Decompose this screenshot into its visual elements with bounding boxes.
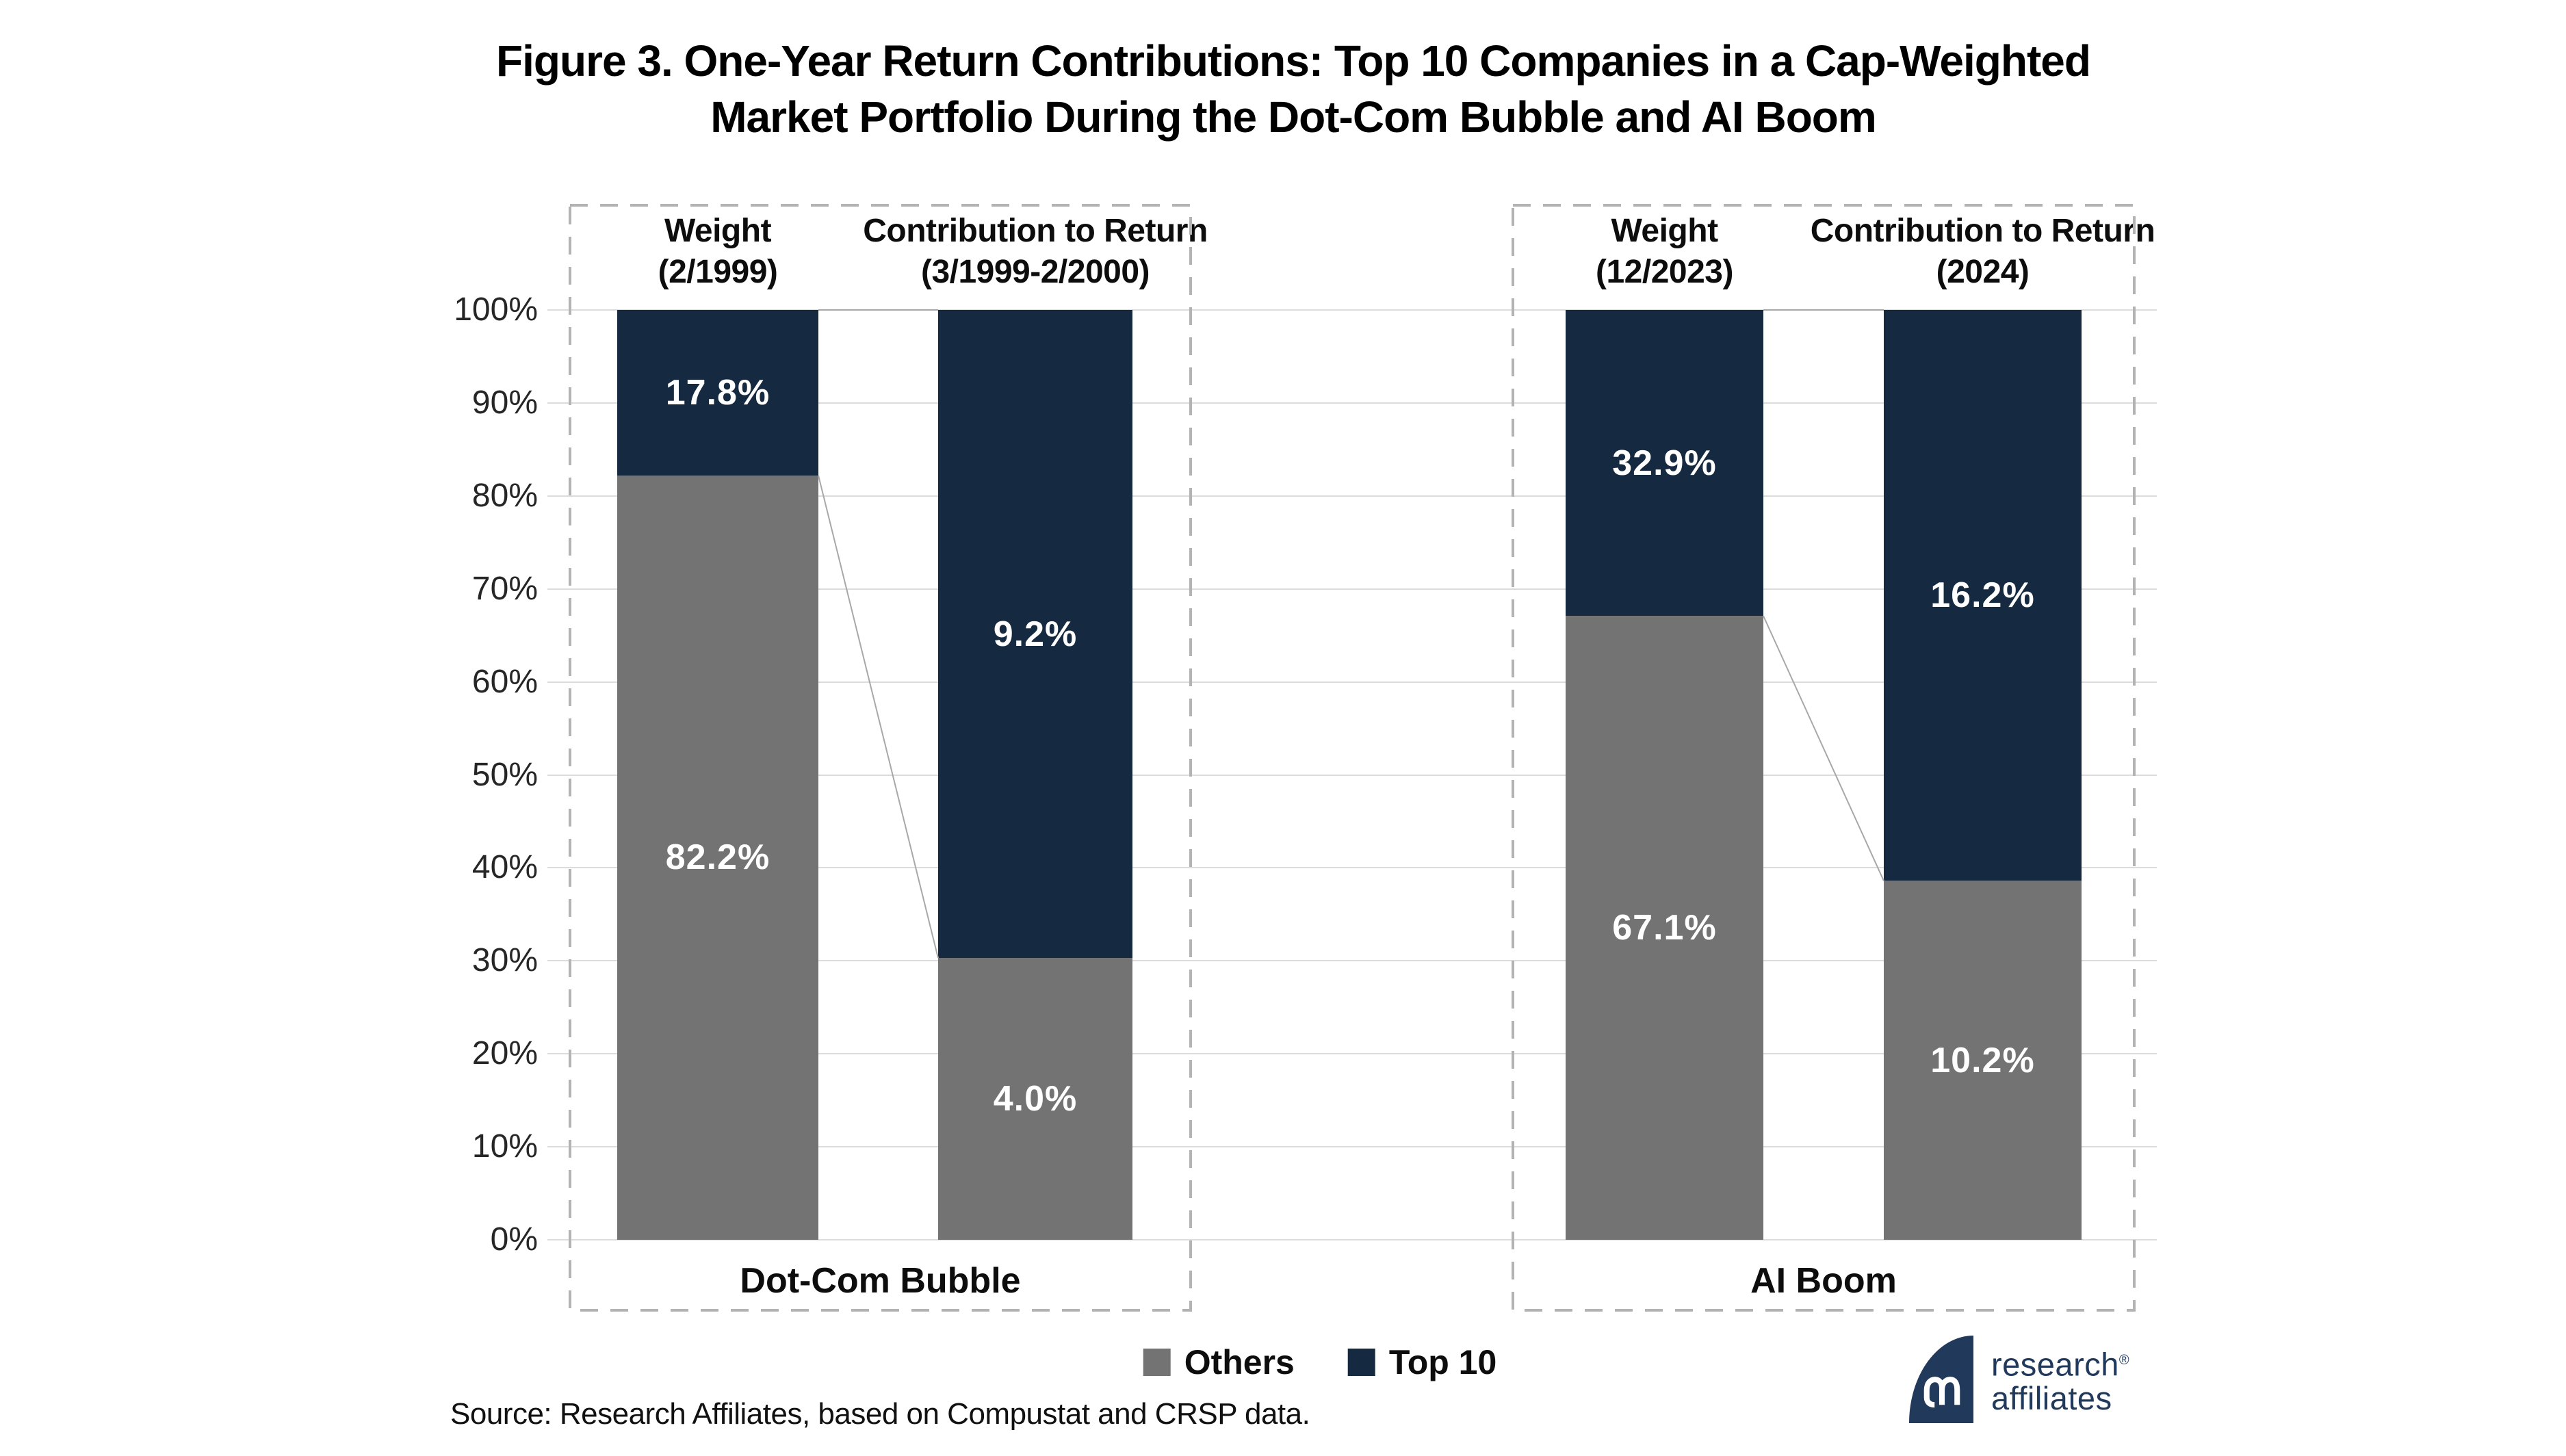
bar-header-period: (2024): [1936, 254, 2030, 290]
bar-value-label: 9.2%: [993, 614, 1078, 654]
bar-value-label: 82.2%: [665, 837, 770, 878]
bar-header-label: Contribution to Return: [863, 213, 1208, 249]
legend-label: Others: [1184, 1343, 1295, 1381]
bar-value-label: 4.0%: [993, 1079, 1078, 1119]
logo-word-research: research: [1991, 1346, 2119, 1383]
y-axis-tick-label: 70%: [471, 570, 538, 607]
bar-value-label: 17.8%: [665, 372, 770, 413]
bar-segment-top10: 9.2%: [938, 310, 1132, 959]
bar-segment-top10: 17.8%: [617, 310, 818, 476]
ra-monogram-icon: [1909, 1336, 1973, 1423]
bar-segment-others: 4.0%: [938, 958, 1132, 1240]
gridline: [547, 960, 2157, 962]
bar-segment-top10: 16.2%: [1884, 310, 2082, 881]
bar-value-label: 10.2%: [1930, 1040, 2035, 1080]
gridline: [547, 681, 2157, 683]
figure-title-line1: Figure 3. One-Year Return Contributions:…: [496, 36, 2091, 86]
gridline: [547, 402, 2157, 404]
gridline: [547, 1053, 2157, 1055]
y-axis-tick-label: 20%: [471, 1035, 538, 1072]
gridline: [547, 1146, 2157, 1148]
category-label: Dot-Com Bubble: [740, 1261, 1021, 1301]
gridline: [547, 1239, 2157, 1240]
y-axis-tick-label: 60%: [471, 663, 538, 700]
y-axis-tick-label: 10%: [471, 1128, 538, 1165]
bar-segment-top10: 32.9%: [1566, 310, 1763, 616]
logo-word-affiliates: affiliates: [1991, 1380, 2112, 1417]
source-note: Source: Research Affiliates, based on Co…: [450, 1397, 1310, 1431]
gridline: [547, 774, 2157, 776]
y-axis-tick-label: 90%: [471, 384, 538, 421]
legend-swatch-others: [1143, 1349, 1171, 1376]
research-affiliates-logo: research® affiliates: [1909, 1336, 2129, 1423]
y-axis-tick-label: 80%: [471, 477, 538, 514]
y-axis-tick-label: 40%: [471, 849, 538, 886]
bar-value-label: 67.1%: [1612, 908, 1717, 948]
legend-swatch-top10: [1347, 1349, 1375, 1376]
bar-segment-others: 67.1%: [1566, 616, 1763, 1240]
bar-header-period: (3/1999-2/2000): [920, 254, 1150, 290]
bar-header: Contribution to Return (2024): [1771, 211, 2195, 293]
gridline: [547, 309, 2157, 311]
legend-item: Others: [1143, 1342, 1295, 1382]
logo-wordmark: research® affiliates: [1991, 1343, 2129, 1416]
bar-segment-others: 10.2%: [1884, 881, 2082, 1240]
y-axis-tick-label: 50%: [471, 756, 538, 793]
gridline: [547, 495, 2157, 497]
legend-label: Top 10: [1388, 1343, 1497, 1381]
legend-item: Top 10: [1347, 1342, 1497, 1382]
y-axis-tick-label: 30%: [471, 942, 538, 979]
connector-line-boundary: [1763, 615, 1884, 881]
chart-legend: Others Top 10: [1143, 1342, 1497, 1382]
bar-segment-others: 82.2%: [617, 475, 818, 1240]
bar-header: Contribution to Return (3/1999-2/2000): [823, 211, 1247, 293]
bar-header-label: Contribution to Return: [1810, 213, 2155, 249]
figure-title: Figure 3. One-Year Return Contributions:…: [0, 33, 2566, 145]
bar-value-label: 16.2%: [1930, 575, 2035, 616]
y-axis-tick-label: 100%: [454, 291, 538, 328]
connector-line-boundary: [818, 475, 939, 959]
figure-title-line2: Market Portfolio During the Dot-Com Bubb…: [710, 92, 1877, 142]
category-label: AI Boom: [1750, 1261, 1897, 1301]
y-axis-tick-label: 0%: [490, 1221, 538, 1258]
registered-mark: ®: [2118, 1352, 2130, 1368]
gridline: [547, 588, 2157, 590]
gridline: [547, 867, 2157, 869]
bar-value-label: 32.9%: [1612, 443, 1717, 483]
